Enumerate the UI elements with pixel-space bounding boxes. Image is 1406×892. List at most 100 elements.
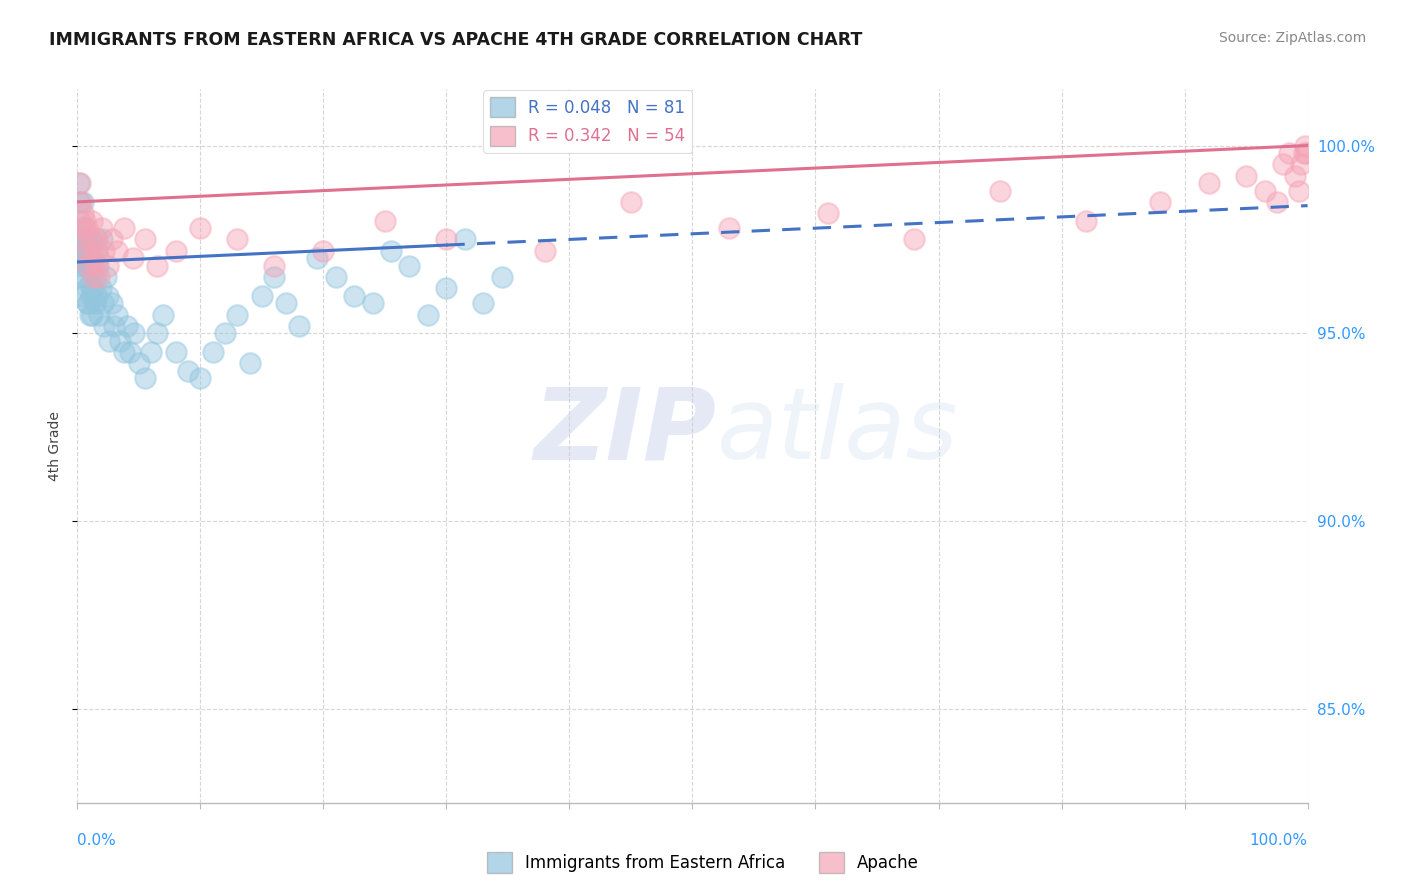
Point [75, 232, 97, 246]
Point [86, 244, 108, 258]
Point [79, 232, 101, 246]
Point [97, 289, 120, 303]
Point [93, 244, 115, 258]
Point [82, 270, 104, 285]
Point [84, 259, 107, 273]
Point [76, 296, 98, 310]
Point [620, 194, 643, 209]
Point [276, 296, 298, 310]
Point [190, 221, 212, 235]
Point [134, 232, 156, 246]
Point [75, 259, 97, 273]
Point [69, 213, 91, 227]
Point [343, 289, 366, 303]
Point [76, 247, 98, 261]
Point [70, 232, 93, 246]
Point [70, 270, 93, 285]
Legend: R = 0.048   N = 81, R = 0.342   N = 54: R = 0.048 N = 81, R = 0.342 N = 54 [484, 90, 692, 153]
Point [103, 318, 125, 333]
Point [86, 232, 108, 246]
Point [263, 259, 285, 273]
Point [374, 213, 396, 227]
Point [86, 289, 108, 303]
Point [436, 281, 458, 295]
Text: 0.0%: 0.0% [77, 833, 117, 847]
Point [72, 232, 94, 246]
Point [89, 270, 111, 285]
Point [1294, 138, 1316, 153]
Point [84, 270, 107, 285]
Point [90, 221, 114, 235]
Point [398, 259, 420, 273]
Point [73, 251, 96, 265]
Point [472, 296, 495, 310]
Point [77, 296, 100, 310]
Point [1292, 146, 1315, 161]
Point [67, 194, 90, 209]
Point [75, 244, 97, 258]
Point [1076, 213, 1098, 227]
Point [93, 318, 115, 333]
Point [201, 345, 224, 359]
Text: atlas: atlas [717, 384, 959, 480]
Point [121, 251, 143, 265]
Point [214, 326, 236, 341]
Point [101, 232, 124, 246]
Point [325, 270, 347, 285]
Point [165, 345, 187, 359]
Point [817, 206, 839, 220]
Point [76, 221, 98, 235]
Point [72, 206, 94, 220]
Point [77, 259, 100, 273]
Point [177, 364, 200, 378]
Point [436, 232, 458, 246]
Point [1272, 157, 1295, 171]
Legend: Immigrants from Eastern Africa, Apache: Immigrants from Eastern Africa, Apache [481, 846, 925, 880]
Text: 100.0%: 100.0% [1250, 833, 1308, 847]
Point [454, 232, 477, 246]
Point [115, 318, 138, 333]
Point [1198, 176, 1220, 190]
Point [288, 318, 311, 333]
Point [1278, 146, 1301, 161]
Point [80, 232, 103, 246]
Point [73, 221, 96, 235]
Point [146, 326, 169, 341]
Point [80, 289, 103, 303]
Point [82, 251, 104, 265]
Point [128, 356, 150, 370]
Point [79, 308, 101, 322]
Point [77, 259, 100, 273]
Text: IMMIGRANTS FROM EASTERN AFRICA VS APACHE 4TH GRADE CORRELATION CHART: IMMIGRANTS FROM EASTERN AFRICA VS APACHE… [49, 31, 863, 49]
Point [1284, 169, 1306, 183]
Point [87, 251, 110, 265]
Point [69, 176, 91, 190]
Point [90, 232, 114, 246]
Point [239, 356, 262, 370]
Point [89, 308, 111, 322]
Point [70, 221, 93, 235]
Point [1288, 184, 1310, 198]
Point [110, 334, 132, 348]
Point [152, 308, 174, 322]
Point [105, 308, 128, 322]
Point [534, 244, 557, 258]
Point [1234, 169, 1257, 183]
Point [79, 244, 101, 258]
Point [70, 251, 93, 265]
Point [82, 308, 104, 322]
Point [361, 296, 384, 310]
Point [491, 270, 513, 285]
Point [101, 296, 124, 310]
Point [69, 244, 91, 258]
Point [1149, 194, 1171, 209]
Point [312, 244, 335, 258]
Point [76, 281, 98, 295]
Point [226, 232, 249, 246]
Point [83, 296, 105, 310]
Point [80, 251, 103, 265]
Point [190, 371, 212, 385]
Point [263, 270, 285, 285]
Point [988, 184, 1011, 198]
Point [73, 213, 96, 227]
